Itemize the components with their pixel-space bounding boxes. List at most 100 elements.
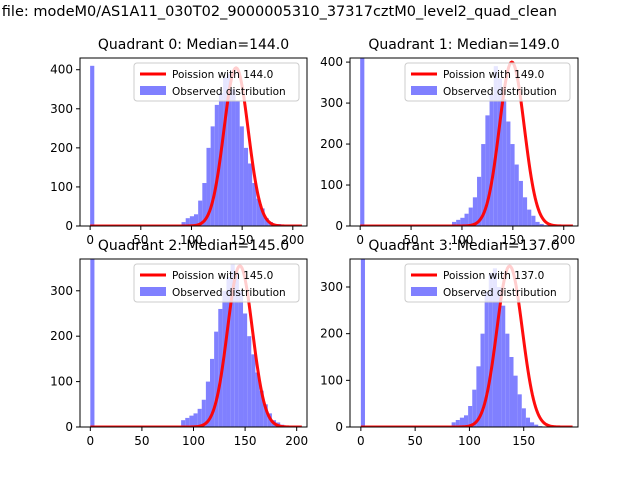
- histogram-bar: [488, 273, 493, 427]
- y-tick-label: 300: [50, 102, 73, 116]
- histogram-bar: [255, 372, 260, 427]
- legend-label-fit: Poission with 149.0: [443, 69, 544, 81]
- histogram-bar: [517, 394, 522, 427]
- histogram-bar: [451, 422, 456, 427]
- legend-frame: [404, 62, 571, 102]
- histogram-bar: [218, 308, 223, 427]
- legend-bar-swatch: [411, 287, 437, 296]
- x-tick-label: 100: [180, 233, 203, 247]
- x-tick-label: 150: [234, 434, 257, 448]
- legend: Poission with 137.0 Observed distribution: [404, 263, 571, 303]
- x-tick-label: 200: [285, 434, 308, 448]
- histogram-bar: [476, 366, 481, 427]
- x-tick-label: 100: [451, 233, 474, 247]
- histogram-bar: [256, 198, 261, 226]
- histogram-bar: [525, 417, 531, 427]
- subplot-quadrant-3: 0 50 100 150 0 100 200 300 Quadrant 3: Median=13…: [320, 238, 579, 448]
- y-tick-label: 300: [50, 284, 73, 298]
- histogram-bar: [264, 218, 269, 226]
- histogram-bar: [234, 272, 239, 427]
- histogram-bar: [231, 89, 236, 226]
- y-tick-label: 200: [320, 327, 343, 341]
- x-tick-label: 50: [133, 233, 148, 247]
- histogram-bar: [513, 375, 518, 427]
- histogram-bar: [530, 422, 535, 427]
- legend-label-observed: Observed distribution: [443, 86, 557, 98]
- histogram-bar: [189, 415, 194, 427]
- histogram-bar: [205, 381, 211, 427]
- y-tick-label: 0: [65, 219, 73, 233]
- histogram-bar: [484, 291, 489, 427]
- histogram-bar: [252, 183, 257, 226]
- histogram-bar: [210, 126, 215, 226]
- y-tick-label: 300: [320, 96, 343, 110]
- legend: Poission with 144.0 Observed distribution: [133, 62, 300, 102]
- axes-frame: [79, 57, 308, 227]
- legend: Poission with 145.0 Observed distribution: [133, 263, 300, 303]
- histogram-bar: [185, 417, 190, 427]
- figure-title: n file: modeM0/AS1A11_030T02_9000005310_…: [0, 4, 557, 20]
- histogram-bar: [501, 305, 506, 427]
- histogram-bar: [464, 213, 469, 226]
- x-tick-label: 100: [458, 434, 481, 448]
- histogram-bar: [223, 77, 228, 226]
- histogram-bar: [534, 424, 539, 427]
- histogram-bar: [243, 313, 248, 427]
- x-tick-label: 0: [357, 434, 365, 448]
- x-tick-label: 0: [356, 233, 364, 247]
- histogram-bar: [185, 218, 190, 226]
- histogram-bar: [518, 180, 523, 226]
- subplot-title: Quadrant 1: Median=149.0: [368, 37, 559, 53]
- subplot-title: Quadrant 3: Median=137.0: [368, 238, 559, 254]
- histogram-bar: [459, 417, 464, 427]
- histogram-bar: [181, 420, 186, 427]
- y-tick-label: 200: [320, 137, 343, 151]
- y-tick-label: 100: [320, 373, 343, 387]
- y-tick-label: 0: [65, 420, 73, 434]
- subplot-quadrant-0: 0 50 100 150 200 0 100 200 300 400 Quadrant 0: Med…: [50, 37, 308, 247]
- histogram-bar: [489, 94, 494, 226]
- axes-frame: [349, 57, 579, 227]
- legend-label-fit: Poission with 144.0: [172, 69, 273, 81]
- y-tick-label: 400: [50, 63, 73, 77]
- histogram-bar: [468, 406, 473, 427]
- histogram-bar: [194, 214, 199, 226]
- axes-frame: [349, 258, 579, 428]
- histogram-bar: [214, 104, 219, 226]
- legend-label-observed: Observed distribution: [172, 287, 286, 299]
- subplot-quadrant-1: 0 50 100 150 200 0 100 200 300 400 Quadrant 1: Med…: [320, 37, 579, 247]
- poisson-fit-line: [90, 66, 302, 226]
- histogram-bar: [206, 147, 211, 226]
- histogram-bar: [263, 404, 268, 427]
- histogram-bar: [472, 389, 477, 427]
- histogram-bar: [243, 147, 249, 226]
- poisson-fit-line: [360, 264, 573, 427]
- histogram-bar: [455, 420, 460, 427]
- histogram-bar: [90, 65, 95, 226]
- legend-label-observed: Observed distribution: [172, 86, 286, 98]
- histogram-bar: [522, 197, 528, 226]
- y-tick-label: 0: [335, 420, 343, 434]
- histogram-bar: [527, 209, 532, 226]
- y-tick-label: 200: [50, 141, 73, 155]
- histogram-bar: [227, 73, 232, 226]
- legend-bar-swatch: [140, 287, 166, 296]
- histogram-bar: [90, 259, 95, 427]
- histogram-bar: [230, 263, 235, 427]
- x-tick-label: 0: [86, 434, 94, 448]
- histogram-bar: [360, 259, 365, 427]
- histogram-bar: [497, 78, 503, 226]
- histogram-bar: [197, 408, 202, 427]
- histogram-bar: [505, 333, 510, 427]
- x-tick-label: 150: [512, 434, 535, 448]
- histogram-bar: [481, 144, 486, 226]
- legend-label-observed: Observed distribution: [443, 287, 557, 299]
- histogram-bar: [521, 408, 526, 427]
- histogram-bar: [472, 197, 478, 226]
- x-tick-label: 0: [86, 233, 94, 247]
- legend-label-fit: Poission with 137.0: [443, 270, 544, 282]
- x-tick-label: 200: [552, 233, 575, 247]
- figure-title-container: n file: modeM0/AS1A11_030T02_9000005310_…: [0, 0, 640, 30]
- histogram-bar: [531, 215, 536, 226]
- legend-bar-swatch: [411, 86, 437, 95]
